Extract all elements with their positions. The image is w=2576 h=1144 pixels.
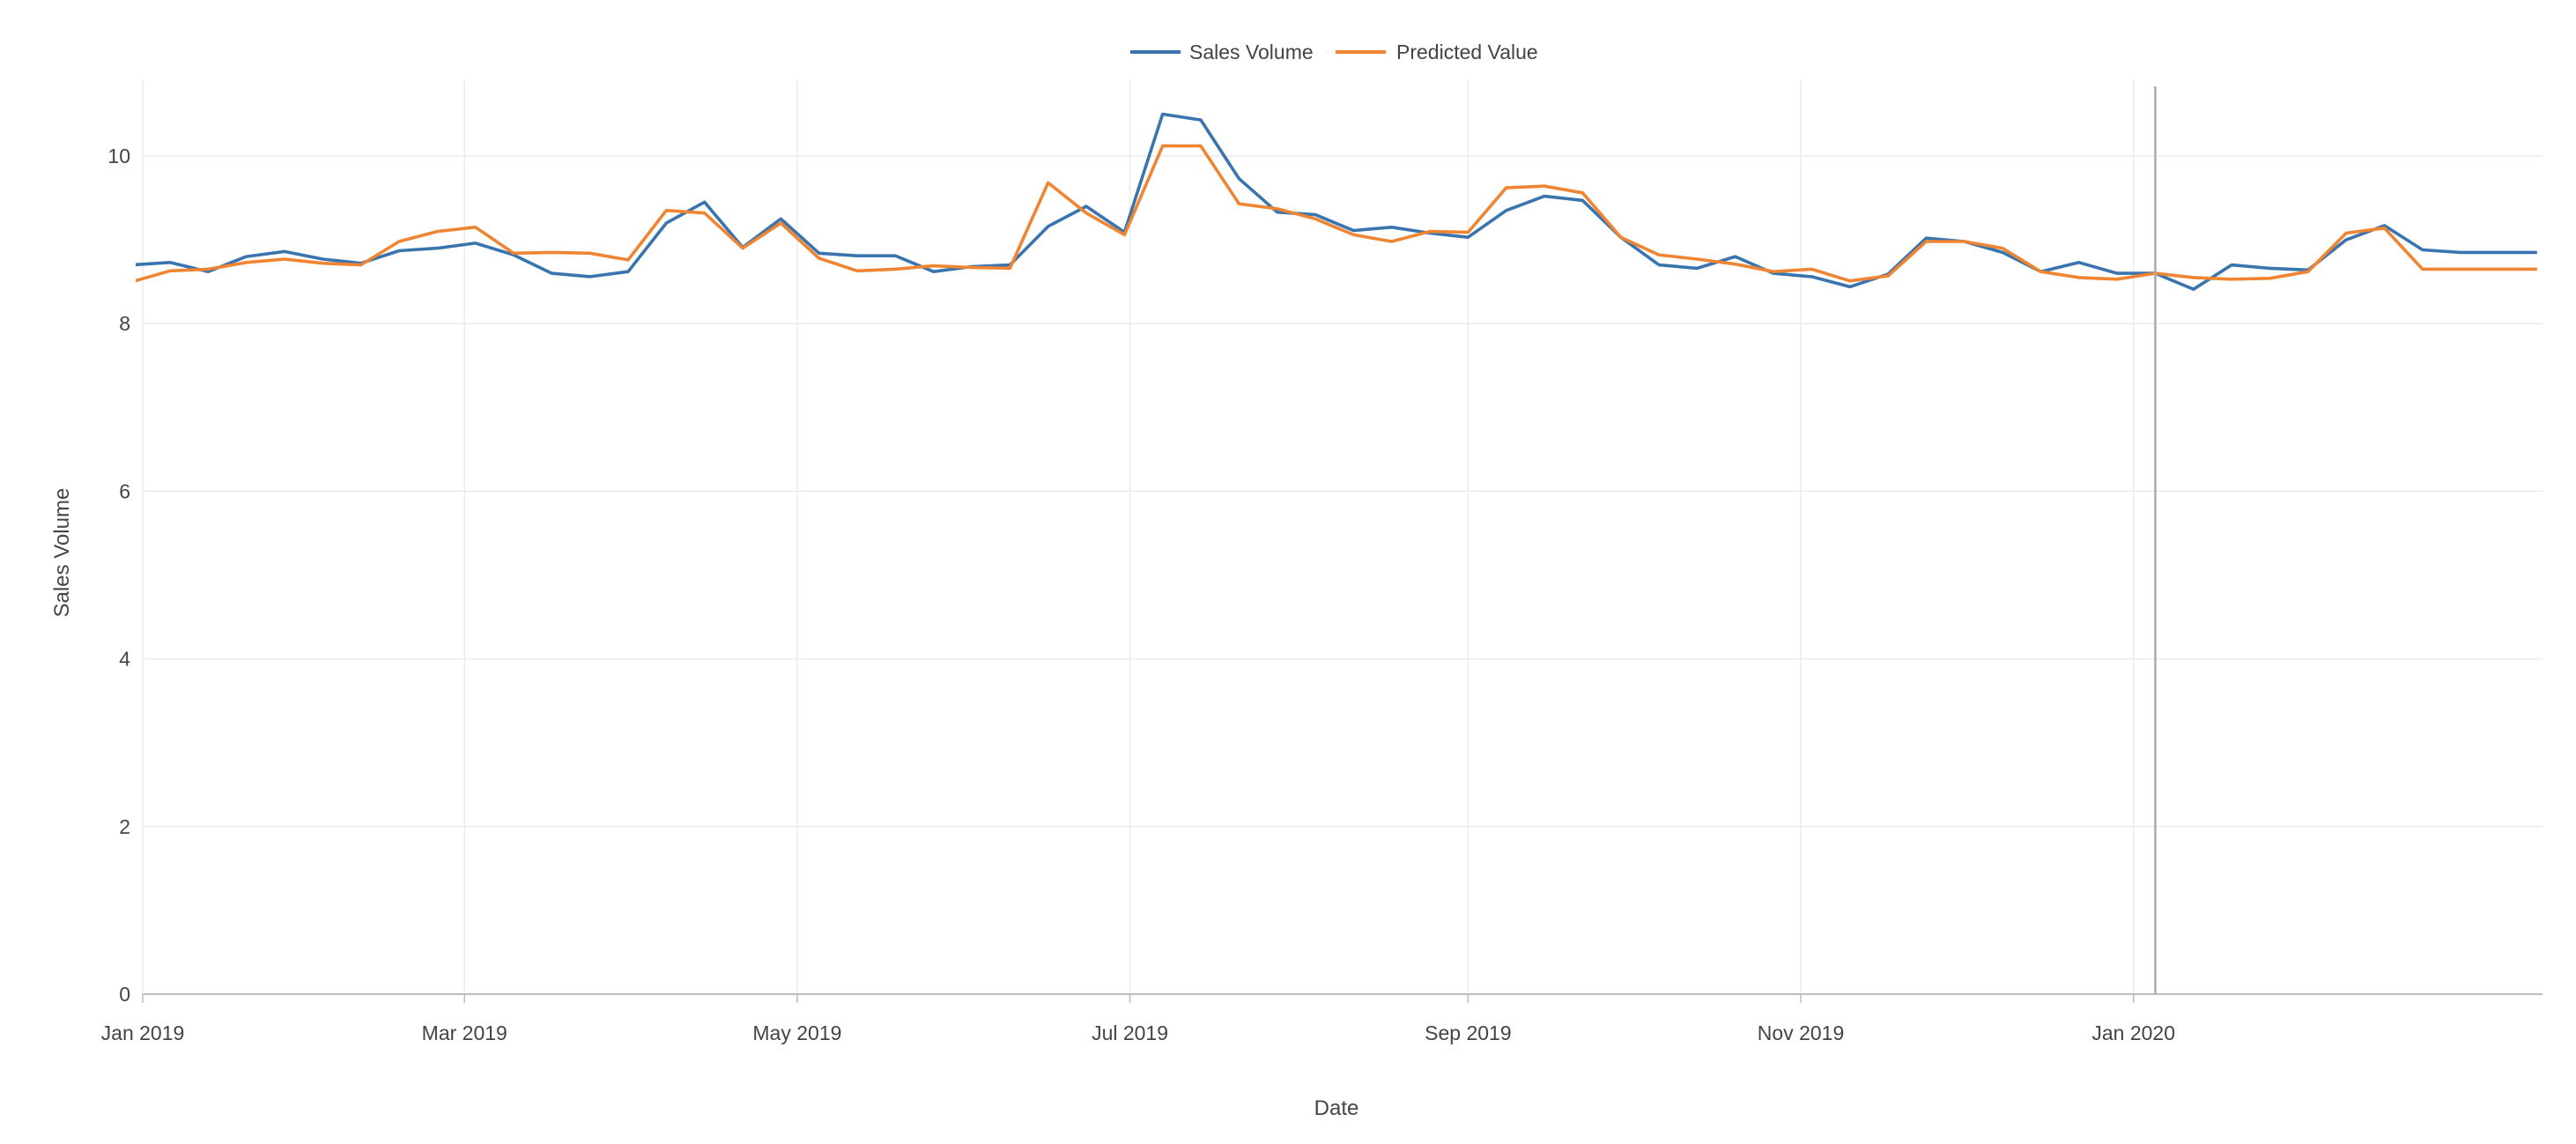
y-axis-title: Sales Volume — [50, 488, 74, 618]
legend-item-predicted-value[interactable]: Predicted Value — [1336, 41, 1538, 63]
series-layer — [136, 112, 2537, 292]
x-tick-label: Jul 2019 — [1092, 1021, 1168, 1044]
legend-label-sales-volume: Sales Volume — [1189, 41, 1314, 63]
x-tick-label: Mar 2019 — [422, 1021, 507, 1044]
y-tick-label: 2 — [119, 815, 130, 838]
y-tick-label: 10 — [107, 145, 130, 167]
x-tick-label: Jan 2019 — [101, 1021, 185, 1044]
axis-layer: 0 2 4 6 8 10 Jan 2019 Mar 2019 May 2019 Jul 2019 S… — [101, 145, 2543, 1044]
y-tick-label: 6 — [119, 479, 130, 502]
legend: Sales Volume Predicted Value — [1130, 41, 1538, 63]
y-tick-label: 8 — [119, 312, 130, 335]
grid-layer — [142, 79, 2543, 995]
x-tick-label: Nov 2019 — [1758, 1021, 1844, 1044]
legend-item-sales-volume[interactable]: Sales Volume — [1130, 41, 1314, 63]
legend-label-predicted-value: Predicted Value — [1396, 41, 1538, 63]
x-tick-label: Jan 2020 — [2091, 1021, 2175, 1044]
x-tick-label: May 2019 — [752, 1021, 841, 1044]
x-axis-title: Date — [1314, 1096, 1359, 1120]
y-tick-label: 4 — [119, 648, 130, 671]
y-tick-label: 0 — [119, 983, 130, 1006]
series-line-predicted-value — [136, 144, 2537, 283]
series-line-sales-volume — [136, 112, 2537, 292]
x-tick-label: Sep 2019 — [1425, 1021, 1511, 1044]
